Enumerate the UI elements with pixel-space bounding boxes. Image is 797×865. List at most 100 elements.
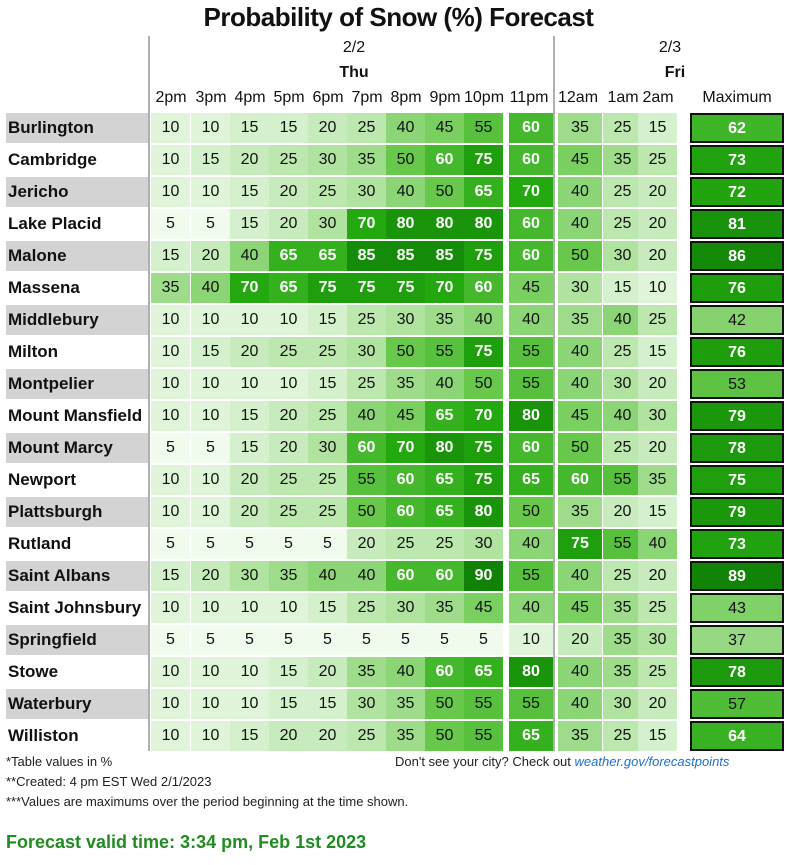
hour-label: 3pm	[195, 89, 227, 106]
value-cell: 25	[603, 177, 642, 207]
value-cell: 50	[509, 497, 553, 527]
max-cell: 72	[690, 177, 784, 207]
hour-label: 12am	[558, 89, 599, 106]
city-label: Saint Albans	[6, 561, 148, 591]
value-cell: 40	[509, 305, 553, 335]
forecastpoints-link[interactable]: weather.gov/forecastpoints	[574, 754, 730, 769]
value-cell: 15	[308, 305, 347, 335]
value-cell: 5	[464, 625, 503, 655]
value-cell: 20	[230, 145, 269, 175]
value-cell: 60	[425, 657, 464, 687]
value-cell: 45	[558, 593, 602, 623]
value-cell: 5	[269, 529, 308, 559]
value-cell: 10	[151, 337, 190, 367]
value-cell: 30	[308, 209, 347, 239]
value-cell: 40	[558, 561, 602, 591]
value-cell: 55	[347, 465, 386, 495]
value-cell: 20	[638, 177, 677, 207]
value-cell: 50	[425, 689, 464, 719]
value-cell: 85	[386, 241, 425, 271]
city-label: Jericho	[6, 177, 148, 207]
hour-label: 4pm	[234, 89, 266, 106]
value-cell: 20	[603, 497, 642, 527]
value-cell: 25	[638, 305, 677, 335]
value-cell: 65	[509, 465, 553, 495]
value-cell: 30	[230, 561, 269, 591]
value-cell: 25	[425, 529, 464, 559]
value-cell: 15	[269, 689, 308, 719]
day-thu: Thu	[339, 64, 369, 81]
max-cell: 76	[690, 273, 784, 303]
value-cell: 20	[558, 625, 602, 655]
value-cell: 15	[191, 145, 230, 175]
value-cell: 15	[230, 113, 269, 143]
value-cell: 15	[230, 177, 269, 207]
value-cell: 30	[603, 689, 642, 719]
value-cell: 50	[425, 177, 464, 207]
value-cell: 25	[638, 145, 677, 175]
value-cell: 20	[269, 433, 308, 463]
city-prompt: Don't see your city? Check out weather.g…	[395, 754, 729, 769]
hour-label: 2am	[642, 89, 674, 106]
value-cell: 35	[151, 273, 190, 303]
value-cell: 10	[191, 465, 230, 495]
value-cell: 75	[464, 433, 503, 463]
hour-label: 11pm	[509, 89, 549, 106]
city-label: Malone	[6, 241, 148, 271]
city-label: Middlebury	[6, 305, 148, 335]
max-cell: 42	[690, 305, 784, 335]
value-cell: 10	[269, 305, 308, 335]
value-cell: 40	[191, 273, 230, 303]
value-cell: 65	[464, 177, 503, 207]
value-cell: 75	[308, 273, 347, 303]
value-cell: 10	[151, 145, 190, 175]
value-cell: 30	[347, 177, 386, 207]
value-cell: 35	[558, 305, 602, 335]
city-label: Montpelier	[6, 369, 148, 399]
value-cell: 50	[558, 433, 602, 463]
value-cell: 20	[638, 689, 677, 719]
value-cell: 55	[464, 721, 503, 751]
value-cell: 15	[269, 657, 308, 687]
value-cell: 25	[347, 721, 386, 751]
value-cell: 30	[638, 401, 677, 431]
value-cell: 5	[269, 625, 308, 655]
value-cell: 15	[151, 561, 190, 591]
value-cell: 80	[386, 209, 425, 239]
value-cell: 60	[509, 145, 553, 175]
value-cell: 40	[386, 177, 425, 207]
max-cell: 43	[690, 593, 784, 623]
city-label: Plattsburgh	[6, 497, 148, 527]
value-cell: 25	[603, 337, 642, 367]
value-cell: 40	[558, 337, 602, 367]
value-cell: 60	[425, 561, 464, 591]
max-cell: 75	[690, 465, 784, 495]
value-cell: 40	[509, 593, 553, 623]
value-cell: 10	[151, 113, 190, 143]
value-cell: 70	[230, 273, 269, 303]
value-cell: 25	[603, 561, 642, 591]
value-cell: 55	[509, 561, 553, 591]
value-cell: 35	[347, 657, 386, 687]
value-cell: 15	[191, 337, 230, 367]
value-cell: 10	[151, 721, 190, 751]
value-cell: 65	[269, 273, 308, 303]
value-cell: 30	[386, 305, 425, 335]
value-cell: 60	[347, 433, 386, 463]
value-cell: 70	[425, 273, 464, 303]
city-label: Massena	[8, 278, 80, 297]
value-cell: 20	[269, 177, 308, 207]
value-cell: 5	[151, 209, 190, 239]
value-cell: 5	[308, 529, 347, 559]
value-cell: 30	[464, 529, 503, 559]
value-cell: 5	[151, 433, 190, 463]
value-cell: 45	[558, 145, 602, 175]
value-cell: 10	[151, 657, 190, 687]
value-cell: 5	[230, 529, 269, 559]
value-cell: 25	[308, 337, 347, 367]
value-cell: 25	[603, 721, 642, 751]
value-cell: 30	[558, 273, 602, 303]
city-label: Mount Mansfield	[8, 406, 143, 425]
value-cell: 60	[509, 433, 553, 463]
value-cell: 60	[425, 145, 464, 175]
